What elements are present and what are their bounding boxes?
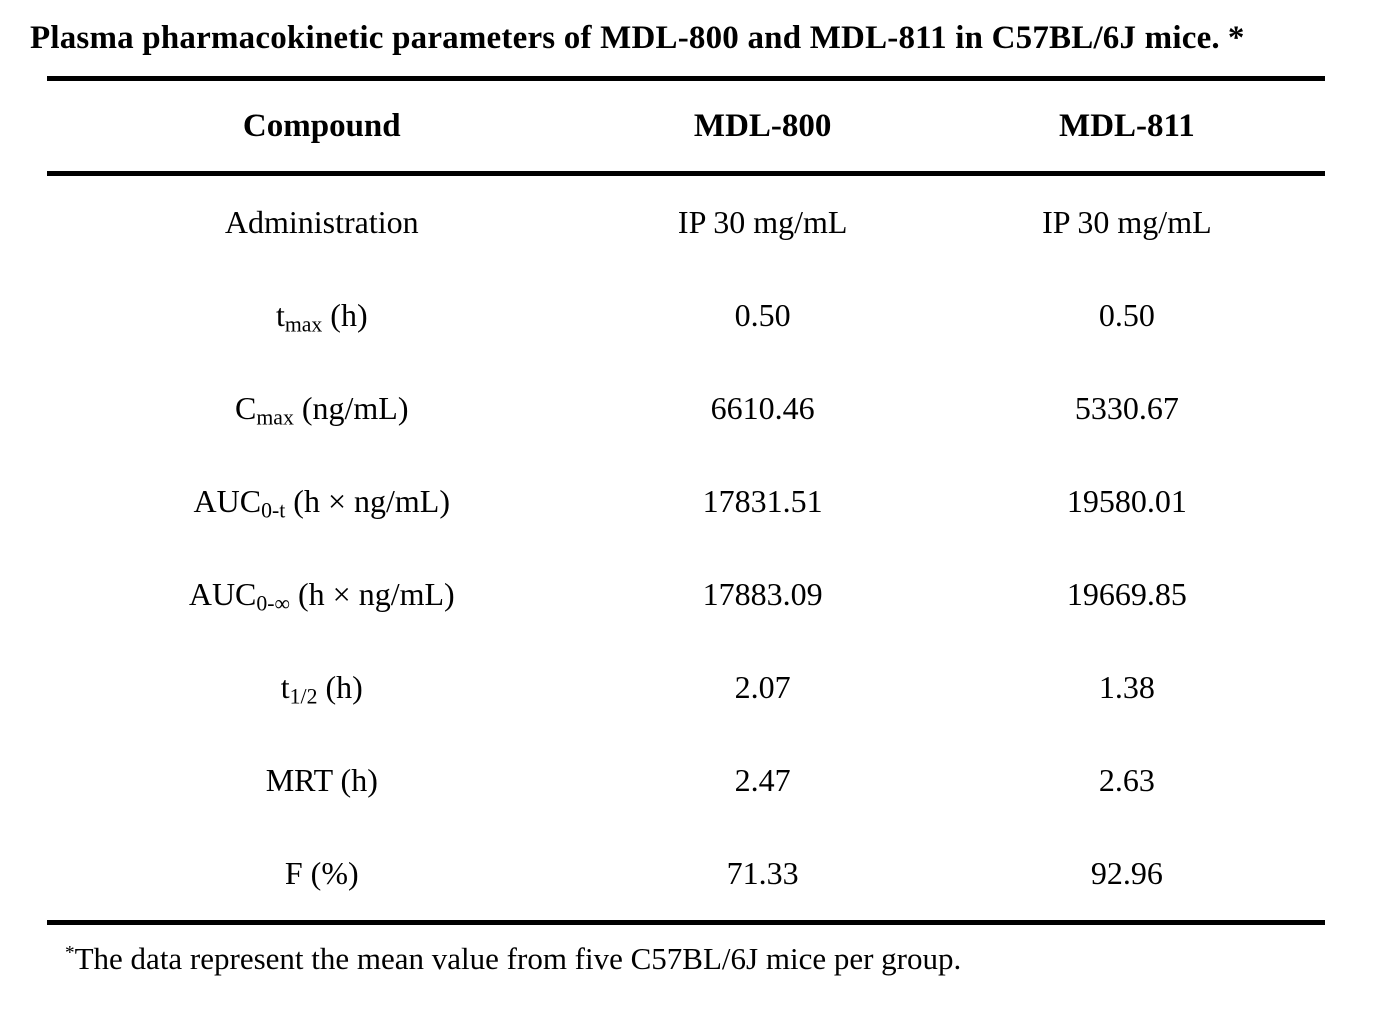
row-label-unit: (h × ng/mL) <box>285 483 450 519</box>
mdl800-value: 71.33 <box>726 855 799 891</box>
mdl811-value: 2.63 <box>1098 762 1155 798</box>
table-row-auc0t: AUC0-t (h × ng/mL) 17831.51 19580.01 <box>47 455 1325 548</box>
row-label-text: MRT (h) <box>265 762 378 798</box>
row-label-subscript: 0-t <box>261 498 286 523</box>
row-label: MRT (h) <box>47 762 597 799</box>
table-row-bioavailability: F (%) 71.33 92.96 <box>47 827 1325 920</box>
mdl811-value: 92.96 <box>1090 855 1163 891</box>
mdl800-value: 2.07 <box>734 669 791 705</box>
table-row-administration: Administration IP 30 mg/mL IP 30 mg/mL <box>47 176 1325 269</box>
row-label-subscript: 1/2 <box>289 684 318 709</box>
row-label: t1/2 (h) <box>47 669 597 709</box>
mdl800-value: 0.50 <box>734 297 791 333</box>
table-title: Plasma pharmacokinetic parameters of MDL… <box>0 20 1374 57</box>
row-label-text: AUC <box>188 576 257 612</box>
table-rule-mid <box>47 171 1325 176</box>
row-label-subscript: max <box>284 312 323 337</box>
table-row-mrt: MRT (h) 2.47 2.63 <box>47 734 1325 827</box>
row-label: AUC0-t (h × ng/mL) <box>47 483 597 523</box>
mdl811-value: 0.50 <box>1098 297 1155 333</box>
row-label: Administration <box>47 204 597 241</box>
mdl800-value: 6610.46 <box>710 390 815 426</box>
row-label: Cmax (ng/mL) <box>47 390 597 430</box>
column-header-mdl811: MDL-811 <box>1059 107 1195 144</box>
row-label-subscript: max <box>256 405 294 430</box>
row-label-unit: (ng/mL) <box>293 390 409 426</box>
table-rule-bottom <box>47 920 1325 925</box>
mdl811-value: 19669.85 <box>1066 576 1187 612</box>
footnote-asterisk: * <box>65 942 75 964</box>
mdl800-value: 17883.09 <box>702 576 823 612</box>
table-title-asterisk: * <box>1227 20 1245 56</box>
table-rule-top <box>47 76 1325 81</box>
row-label: F (%) <box>47 855 597 892</box>
column-header-mdl800: MDL-800 <box>693 107 832 144</box>
table-row-tmax: tmax (h) 0.50 0.50 <box>47 269 1325 362</box>
row-label-text: C <box>235 390 257 426</box>
table-row-thalf: t1/2 (h) 2.07 1.38 <box>47 641 1325 734</box>
mdl811-value: 19580.01 <box>1066 483 1187 519</box>
row-label-text: t <box>280 669 290 705</box>
mdl811-value: IP 30 mg/mL <box>1042 204 1212 240</box>
row-label-unit: (h) <box>322 297 368 333</box>
table-row-cmax: Cmax (ng/mL) 6610.46 5330.67 <box>47 362 1325 455</box>
row-label-text: t <box>275 297 285 333</box>
row-label-subscript: 0-∞ <box>256 591 291 616</box>
row-label-unit: (h × ng/mL) <box>290 576 455 612</box>
mdl800-value: IP 30 mg/mL <box>677 204 848 240</box>
row-label: tmax (h) <box>47 297 597 337</box>
table-title-text: Plasma pharmacokinetic parameters of MDL… <box>30 20 1220 56</box>
mdl800-value: 17831.51 <box>702 483 823 519</box>
row-label-text: AUC <box>193 483 262 519</box>
column-header-compound: Compound <box>242 107 401 144</box>
mdl811-value: 5330.67 <box>1074 390 1179 426</box>
row-label-text: F (%) <box>284 855 359 891</box>
row-label-unit: (h) <box>317 669 363 705</box>
table-row-auc0inf: AUC0-∞ (h × ng/mL) 17883.09 19669.85 <box>47 548 1325 641</box>
footnote-text: The data represent the mean value from f… <box>74 941 962 976</box>
mdl800-value: 2.47 <box>734 762 791 798</box>
mdl811-value: 1.38 <box>1098 669 1155 705</box>
row-label: AUC0-∞ (h × ng/mL) <box>47 576 597 616</box>
table-header-row: Compound MDL-800 MDL-811 <box>47 81 1325 171</box>
row-label-text: Administration <box>224 204 419 240</box>
table-footnote: *The data represent the mean value from … <box>65 941 1374 977</box>
